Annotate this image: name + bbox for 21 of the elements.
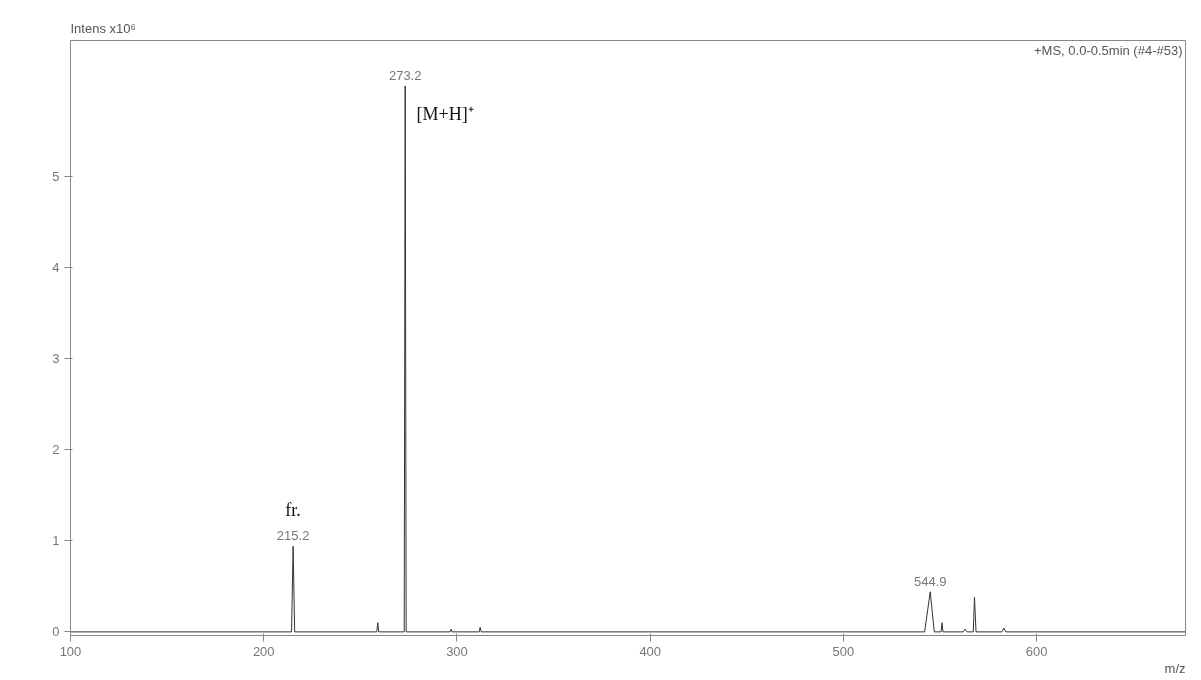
annotation: fr. [285, 500, 301, 521]
line-series [70, 85, 1186, 633]
y-tick-label: 5 [52, 169, 60, 185]
annotation: [M+H]⁺ [416, 103, 474, 124]
x-tick-label: 300 [446, 643, 468, 659]
y-tick-label: 2 [52, 442, 60, 458]
y-tick-label: 3 [52, 351, 60, 367]
x-tick-label: 200 [252, 643, 275, 659]
x-tick-label: 600 [1025, 643, 1048, 659]
x-tick-label: 400 [639, 643, 662, 659]
annotation: 215.2 [276, 528, 310, 544]
y-tick-label: 4 [52, 260, 60, 276]
annotation: 273.2 [388, 67, 422, 83]
x-tick-label: 100 [59, 643, 82, 659]
y-axis-title: Intens x10⁶ [70, 20, 136, 36]
y-tick-label: 1 [52, 533, 60, 549]
x-axis-title: m/z [1164, 660, 1186, 676]
chart-title: +MS, 0.0-0.5min (#4-#53) [1034, 42, 1183, 58]
y-tick-label: 0 [52, 624, 60, 640]
x-tick-label: 500 [832, 643, 855, 659]
annotation: 544.9 [913, 573, 947, 589]
